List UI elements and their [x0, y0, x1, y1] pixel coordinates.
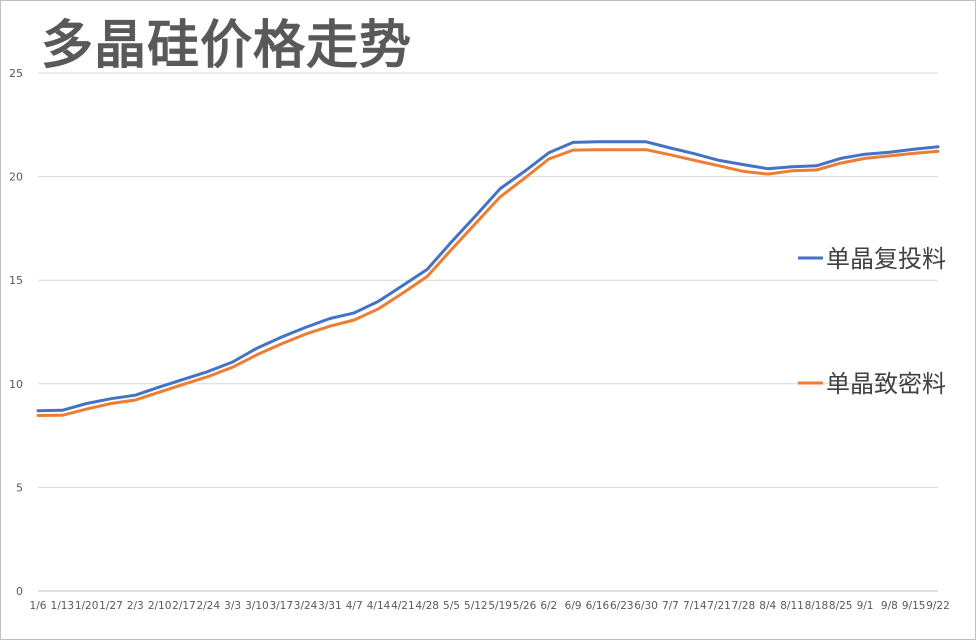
x-tick-label: 6/9: [565, 600, 582, 612]
x-tick-label: 9/1: [857, 600, 874, 612]
x-tick-label: 3/31: [318, 600, 342, 612]
x-tick-label: 7/21: [707, 600, 731, 612]
x-tick-label: 8/4: [759, 600, 776, 612]
legend-label: 单晶致密料: [826, 370, 946, 398]
x-tick-label: 1/20: [75, 600, 99, 612]
x-tick-label: 2/10: [148, 600, 172, 612]
x-tick-label: 1/13: [51, 600, 75, 612]
series-line-1: [36, 140, 940, 413]
x-tick-label: 4/21: [391, 600, 415, 612]
x-tick-label: 3/24: [294, 600, 318, 612]
x-tick-label: 4/28: [415, 600, 439, 612]
x-tick-label: 5/26: [513, 600, 537, 612]
x-tick-label: 2/17: [172, 600, 196, 612]
x-tick-label: 6/30: [634, 600, 658, 612]
y-tick-label: 0: [16, 585, 23, 598]
x-tick-label: 6/2: [540, 600, 557, 612]
y-tick-label: 20: [9, 171, 23, 184]
x-tick-label: 3/17: [269, 600, 293, 612]
x-tick-label: 5/19: [488, 600, 512, 612]
legend-label: 单晶复投料: [826, 245, 946, 273]
x-tick-label: 4/14: [367, 600, 391, 612]
x-tick-label: 2/24: [196, 600, 220, 612]
x-tick-label: 4/7: [346, 600, 363, 612]
x-tick-label: 7/7: [662, 600, 679, 612]
chart-title: 多晶硅价格走势: [41, 16, 413, 76]
x-tick-label: 2/3: [127, 600, 144, 612]
y-tick-label: 5: [16, 481, 23, 494]
x-tick-label: 8/11: [780, 600, 804, 612]
x-tick-label: 6/23: [610, 600, 634, 612]
x-tick-label: 1/27: [99, 600, 123, 612]
x-tick-label: 8/25: [829, 600, 853, 612]
y-tick-label: 10: [9, 378, 23, 391]
x-tick-label: 6/16: [586, 600, 610, 612]
x-tick-label: 1/6: [30, 600, 47, 612]
series-line-2: [36, 148, 940, 417]
x-tick-label: 5/12: [464, 600, 488, 612]
y-tick-label: 15: [9, 274, 23, 287]
x-tick-label: 9/15: [902, 600, 926, 612]
y-tick-label: 25: [9, 67, 23, 80]
x-tick-label: 7/14: [683, 600, 707, 612]
x-tick-label: 7/28: [732, 600, 756, 612]
x-tick-label: 5/5: [443, 600, 460, 612]
x-tick-label: 8/18: [805, 600, 829, 612]
x-tick-label: 9/22: [926, 600, 950, 612]
x-tick-label: 9/8: [881, 600, 898, 612]
x-tick-label: 3/3: [224, 600, 241, 612]
x-tick-label: 3/10: [245, 600, 269, 612]
